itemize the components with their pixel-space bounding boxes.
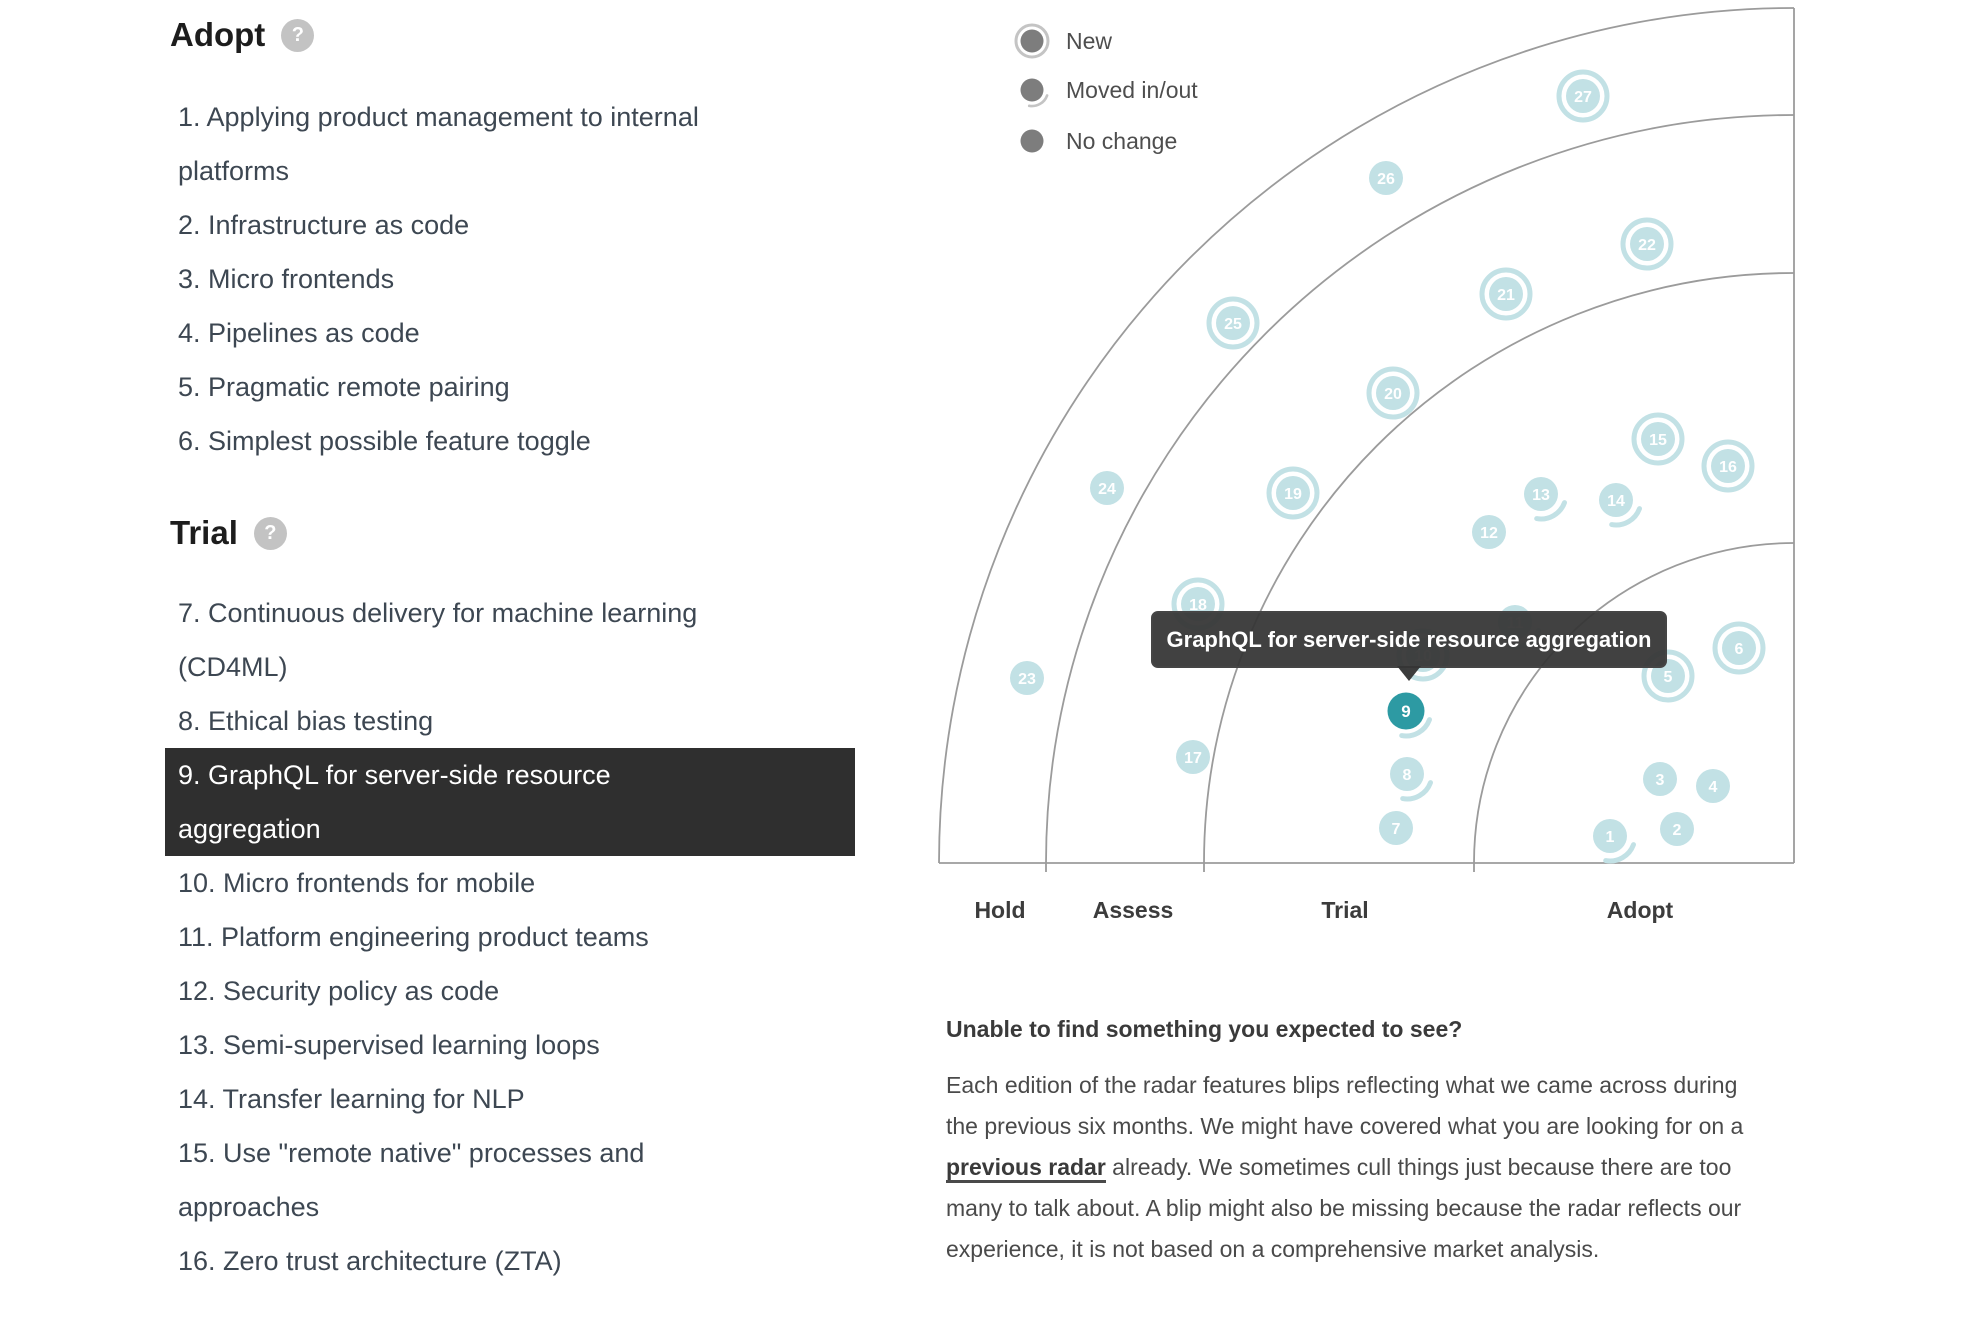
list-item[interactable]: 7. Continuous delivery for machine learn…: [178, 598, 698, 682]
blip-16[interactable]: 16: [1701, 439, 1755, 493]
svg-text:6: 6: [1735, 641, 1744, 658]
adopt-heading-label: Adopt: [170, 16, 266, 53]
blip-20[interactable]: 20: [1366, 366, 1420, 420]
blip-25[interactable]: 25: [1206, 296, 1260, 350]
blip-9[interactable]: 9: [1387, 692, 1432, 739]
blip-12[interactable]: 12: [1472, 515, 1506, 549]
moved-blip-icon: [1020, 78, 1049, 108]
svg-text:4: 4: [1709, 779, 1718, 796]
list-item[interactable]: 4. Pipelines as code: [178, 318, 420, 348]
trial-item-list: 7. Continuous delivery for machine learn…: [165, 586, 855, 1288]
blip-23[interactable]: 23: [1010, 661, 1044, 695]
blip-tooltip: GraphQL for server-side resource aggrega…: [1151, 611, 1667, 681]
svg-text:17: 17: [1184, 750, 1202, 767]
svg-text:16: 16: [1719, 459, 1737, 476]
svg-text:22: 22: [1638, 237, 1656, 254]
svg-text:19: 19: [1284, 486, 1302, 503]
list-item[interactable]: 16. Zero trust architecture (ZTA): [178, 1246, 562, 1276]
svg-text:8: 8: [1403, 767, 1412, 784]
blip-2[interactable]: 2: [1660, 812, 1694, 846]
list-item[interactable]: 6. Simplest possible feature toggle: [178, 426, 591, 456]
svg-text:3: 3: [1656, 772, 1665, 789]
section-heading-trial: Trial ?: [170, 514, 287, 552]
svg-text:13: 13: [1532, 487, 1550, 504]
svg-text:12: 12: [1480, 525, 1498, 542]
blip-8[interactable]: 8: [1390, 757, 1433, 802]
blip-19[interactable]: 19: [1266, 466, 1320, 520]
tooltip-text: GraphQL for server-side resource aggrega…: [1166, 626, 1652, 652]
list-item[interactable]: 5. Pragmatic remote pairing: [178, 372, 510, 402]
svg-text:20: 20: [1384, 386, 1402, 403]
svg-text:2: 2: [1673, 822, 1682, 839]
note-heading: Unable to find something you expected to…: [946, 1016, 1463, 1042]
trial-heading-label: Trial: [170, 514, 238, 551]
list-item[interactable]: 3. Micro frontends: [178, 264, 395, 294]
list-item[interactable]: 12. Security policy as code: [178, 976, 500, 1006]
legend-item-no-change: No change: [1012, 121, 1177, 161]
legend-label: New: [1066, 27, 1113, 54]
legend-item-new: New: [1012, 21, 1112, 61]
list-item[interactable]: 14. Transfer learning for NLP: [178, 1084, 525, 1114]
blip-27[interactable]: 27: [1556, 69, 1610, 123]
blip-22[interactable]: 22: [1620, 217, 1674, 271]
help-question-icon[interactable]: ?: [281, 18, 315, 52]
list-item-selected[interactable]: 9. GraphQL for server-side resource aggr…: [165, 748, 855, 856]
blip-21[interactable]: 21: [1479, 267, 1533, 321]
radar-rings: [938, 7, 1795, 872]
svg-text:26: 26: [1377, 171, 1395, 188]
help-question-icon[interactable]: ?: [253, 516, 287, 550]
svg-text:18: 18: [1189, 597, 1207, 614]
svg-text:25: 25: [1224, 316, 1242, 333]
ring-label-adopt: Adopt: [1606, 897, 1674, 923]
note-text-before: Each edition of the radar features blips…: [946, 1072, 1744, 1139]
svg-text:15: 15: [1649, 432, 1667, 449]
blip-17[interactable]: 17: [1176, 740, 1210, 774]
list-item[interactable]: 10. Micro frontends for mobile: [178, 868, 536, 898]
legend-item-moved: Moved in/out: [1012, 70, 1198, 110]
list-item[interactable]: 13. Semi-supervised learning loops: [178, 1030, 600, 1060]
list-item[interactable]: 15. Use "remote native" processes and ap…: [178, 1138, 645, 1222]
tooltip-pointer: [1397, 666, 1421, 681]
blip-24[interactable]: 24: [1090, 471, 1124, 505]
svg-text:5: 5: [1664, 669, 1673, 686]
list-item[interactable]: 11. Platform engineering product teams: [178, 922, 649, 952]
section-heading-adopt: Adopt ?: [170, 16, 315, 54]
missing-blip-note: Unable to find something you expected to…: [946, 1016, 1764, 1270]
svg-text:21: 21: [1497, 287, 1515, 304]
svg-text:1: 1: [1606, 829, 1615, 846]
radar-chart: 1234567891011121314151617181920212223242…: [938, 7, 1795, 872]
new-blip-icon: [1014, 23, 1050, 59]
blip-4[interactable]: 4: [1696, 769, 1730, 803]
blip-15[interactable]: 15: [1631, 412, 1685, 466]
blip-14[interactable]: 14: [1599, 483, 1642, 528]
list-item[interactable]: 1. Applying product management to intern…: [178, 102, 699, 186]
blip-26[interactable]: 26: [1369, 161, 1403, 195]
note-paragraph: Each edition of the radar features blips…: [946, 1065, 1764, 1270]
ring-label-assess: Assess: [1092, 897, 1174, 923]
blip-6[interactable]: 6: [1712, 621, 1766, 675]
list-item[interactable]: 2. Infrastructure as code: [178, 210, 470, 240]
list-item[interactable]: 8. Ethical bias testing: [178, 706, 434, 736]
blip-7[interactable]: 7: [1379, 811, 1413, 845]
svg-text:14: 14: [1607, 493, 1625, 510]
legend-label: Moved in/out: [1066, 76, 1198, 103]
radar-blips: 1234567891011121314151617181920212223242…: [1010, 69, 1766, 864]
blip-13[interactable]: 13: [1524, 477, 1567, 522]
previous-radar-link[interactable]: previous radar: [946, 1154, 1106, 1183]
ring-label-trial: Trial: [1321, 897, 1369, 923]
svg-text:23: 23: [1018, 671, 1036, 688]
blip-3[interactable]: 3: [1643, 762, 1677, 796]
blip-1[interactable]: 1: [1593, 819, 1636, 864]
ring-label-hold: Hold: [974, 897, 1026, 923]
svg-text:24: 24: [1098, 481, 1116, 498]
svg-text:9: 9: [1401, 702, 1410, 721]
no-change-blip-icon: [1020, 129, 1044, 153]
svg-text:7: 7: [1392, 821, 1401, 838]
legend-label: No change: [1066, 127, 1178, 154]
adopt-item-list: 1. Applying product management to intern…: [170, 90, 830, 468]
svg-text:27: 27: [1574, 89, 1592, 106]
note-text-after: already. We sometimes cull things just b…: [946, 1154, 1742, 1262]
